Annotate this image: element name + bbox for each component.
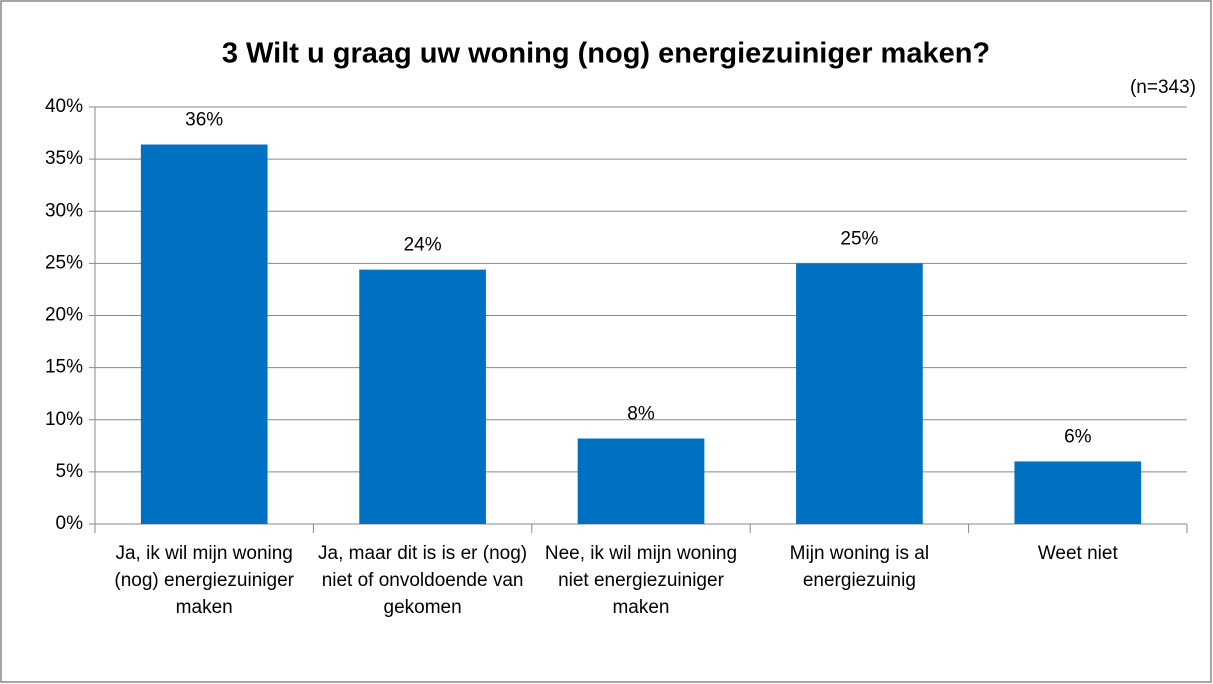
data-label: 25% [840, 228, 878, 249]
x-tick-label-box: Ja, maar dit is is er (nog) niet of onvo… [318, 543, 528, 618]
x-tick-label: Ja, ik wil mijn woning (nog) energiezuin… [114, 543, 294, 618]
y-tick-label: 15% [45, 357, 83, 378]
y-tick-label: 5% [56, 461, 84, 482]
x-tick-label: Ja, maar dit is is er (nog) niet of onvo… [318, 543, 528, 618]
y-tick-label: 10% [45, 409, 83, 430]
x-tick-label-box: Mijn woning is al energiezuinig [789, 543, 930, 591]
x-tick-label-box: Ja, ik wil mijn woning (nog) energiezuin… [114, 543, 294, 618]
y-tick-label: 40% [45, 96, 83, 117]
y-tick-label: 25% [45, 252, 83, 273]
bar [140, 144, 268, 524]
x-tick-label: Nee, ik wil mijn woning niet energiezuin… [544, 543, 738, 618]
data-label: 24% [404, 235, 442, 256]
data-label: 8% [627, 404, 655, 425]
bar [1014, 461, 1142, 524]
x-tick-label: Mijn woning is al energiezuinig [789, 543, 930, 591]
x-tick-label-box: Weet niet [1037, 543, 1118, 564]
y-tick-label: 20% [45, 305, 83, 326]
bar [577, 438, 705, 524]
x-tick-label-box: Nee, ik wil mijn woning niet energiezuin… [544, 543, 738, 618]
y-tick-label: 0% [56, 513, 84, 534]
data-label: 36% [185, 110, 223, 131]
chart-subtitle: (n=343) [1130, 77, 1196, 98]
data-label: 6% [1064, 426, 1092, 447]
y-tick-label: 30% [45, 200, 83, 221]
x-tick-label: Weet niet [1037, 543, 1118, 564]
bar [796, 263, 923, 524]
bar [359, 269, 486, 524]
chart-title: 3 Wilt u graag uw woning (nog) energiezu… [222, 38, 990, 70]
y-tick-label: 35% [45, 148, 83, 169]
